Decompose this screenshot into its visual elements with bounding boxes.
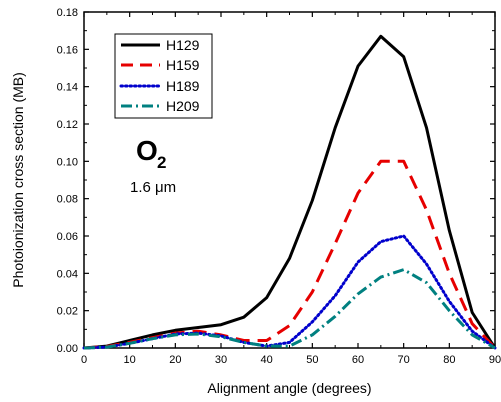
y-axis: 0.00 0.02 0.04 0.06 0.08 0.10 0.12 0.14 0.16 0.18 [57,7,495,355]
y-tick-label: 0.10 [57,156,78,168]
legend-box [114,33,213,119]
molecule-subscript: 2 [157,153,166,172]
x-tick-label: 10 [124,354,136,366]
x-tick-label: 70 [398,354,410,366]
x-tick-label: 50 [306,354,318,366]
legend-label-h129: H129 [166,37,200,53]
legend-label-h209: H209 [166,98,200,114]
series-layer [82,34,497,350]
y-tick-label: 0.12 [57,119,78,131]
x-tick-label: 60 [352,354,364,366]
x-tick-label: 20 [169,354,181,366]
x-tick-label: 90 [489,354,501,366]
y-tick-label: 0.06 [57,231,78,243]
series-line-h129 [83,34,497,350]
x-tick-label: 80 [443,354,455,366]
y-tick-label: 0.00 [57,343,78,355]
molecule-annotation: O [136,135,158,166]
series-line-h209 [83,268,496,350]
y-tick-label: 0.04 [57,268,78,280]
legend-label-h159: H159 [166,57,200,73]
x-tick-label: 40 [261,354,273,366]
y-axis-label: Photoionization cross section (MB) [10,72,26,288]
x-axis-label: Alignment angle (degrees) [207,380,371,396]
x-axis: 0 10 20 30 40 50 60 70 80 90 [81,12,501,366]
y-tick-label: 0.18 [57,7,78,19]
y-tick-label: 0.16 [57,44,78,56]
x-tick-label: 30 [215,354,227,366]
y-tick-label: 0.02 [57,306,78,318]
wavelength-annotation: 1.6 μm [130,179,176,196]
legend: H129 H159 H189 H209 [114,33,213,119]
y-tick-label: 0.08 [57,194,78,206]
y-tick-label: 0.14 [57,82,78,94]
x-tick-label: 0 [81,354,87,366]
legend-label-h189: H189 [166,78,200,94]
